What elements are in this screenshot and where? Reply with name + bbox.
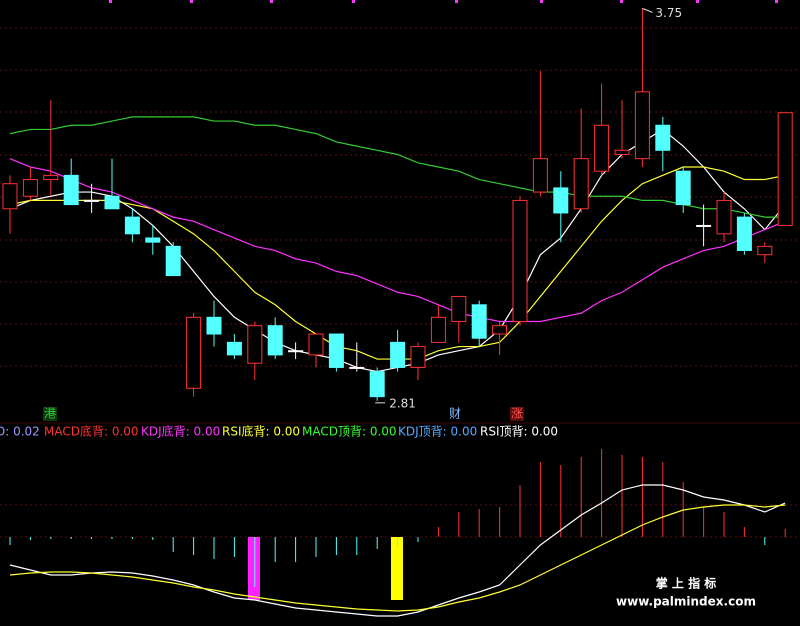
candle-body — [308, 333, 324, 356]
indicator-line — [9, 504, 786, 612]
candle-body — [614, 149, 630, 155]
legend-entry: KDJ顶背: 0.00 — [398, 425, 477, 439]
candle-body — [471, 304, 487, 339]
candle-body — [288, 350, 304, 353]
marker-label: 港 — [44, 407, 56, 421]
candle-body — [736, 216, 752, 252]
candle-body — [226, 341, 242, 356]
candle-body — [655, 124, 671, 151]
candle-body — [369, 371, 385, 398]
candle-body — [124, 216, 140, 235]
candle-body — [349, 366, 365, 369]
marker-box — [43, 407, 57, 421]
candle-body — [145, 237, 161, 243]
marker-label: 涨 — [511, 406, 523, 421]
dot — [270, 0, 273, 3]
candle-body — [206, 316, 222, 335]
dot — [190, 0, 193, 3]
dot — [775, 0, 778, 3]
candle-body — [553, 187, 569, 214]
bottom-divergence-signal — [248, 537, 260, 600]
high-annotation: 3.75 — [655, 6, 682, 20]
candle-body — [267, 325, 283, 356]
candle-body — [512, 199, 528, 322]
dot — [352, 0, 355, 3]
bottom-divergence-signal — [391, 537, 403, 600]
legend-entry: MACD底背: 0.00 — [44, 424, 139, 439]
dot — [620, 0, 623, 3]
candle-body — [757, 245, 773, 256]
candle-body — [186, 316, 202, 389]
legend-entry: KDJ底背: 0.00 — [141, 424, 220, 439]
candle-body — [777, 112, 793, 226]
candle-body — [84, 199, 100, 202]
candle-body — [104, 195, 120, 210]
watermark-bg — [580, 573, 790, 613]
moving-average-line — [9, 116, 786, 218]
indicator-line — [9, 484, 786, 617]
candle-body — [430, 316, 446, 343]
marker-box — [510, 407, 524, 421]
dot — [109, 0, 112, 3]
candle-body — [696, 224, 712, 227]
candle-body — [410, 346, 426, 368]
annotation-arrow — [642, 7, 653, 13]
watermark-title: 掌 上 指 标 — [656, 576, 717, 591]
candle-body — [716, 199, 732, 235]
low-annotation: 2.81 — [389, 396, 416, 410]
top-dots — [109, 0, 778, 3]
candle-body — [451, 295, 467, 322]
candle-body — [390, 341, 406, 368]
candle-body — [328, 333, 344, 368]
candle-body — [2, 183, 18, 210]
candle-body — [43, 174, 59, 181]
candle-body — [594, 124, 610, 172]
candle-body — [22, 179, 38, 197]
candle-body — [573, 158, 589, 210]
legend-entry: D: 0.02 — [0, 425, 40, 439]
candle-body — [492, 325, 508, 335]
legend-entry: RSI底背: 0.00 — [222, 424, 300, 439]
candle-body — [634, 91, 650, 160]
moving-average-line — [9, 158, 786, 323]
candle-body — [63, 174, 79, 206]
dot — [696, 0, 699, 3]
candle-body — [165, 245, 181, 277]
legend-entry: RSI顶背: 0.00 — [480, 425, 558, 439]
grid — [0, 27, 800, 538]
legend-entry: MACD顶背: 0.00 — [302, 425, 397, 439]
marker-box — [448, 407, 462, 421]
dot — [455, 0, 458, 3]
dot — [540, 0, 543, 3]
marker-label: 财 — [449, 407, 461, 421]
candle-body — [532, 158, 548, 193]
candle-body — [675, 170, 691, 206]
watermark-url: www.palmindex.com — [616, 595, 756, 609]
candle-body — [247, 325, 263, 364]
